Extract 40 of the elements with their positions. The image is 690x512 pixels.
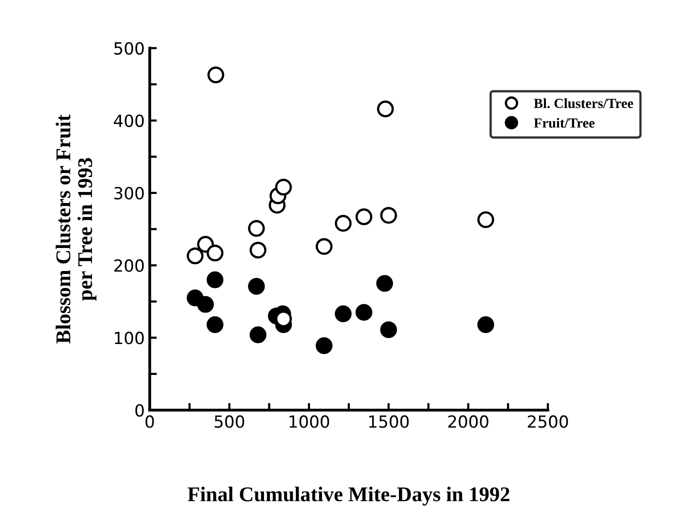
- legend-label: Bl. Clusters/Tree: [534, 98, 634, 108]
- point: [316, 337, 333, 354]
- y-tick-label: 100: [114, 332, 144, 344]
- point: [316, 238, 333, 255]
- point: [275, 310, 292, 328]
- point: [477, 211, 494, 228]
- y-tick-label: 200: [114, 259, 144, 272]
- point: [206, 244, 224, 262]
- point: [380, 321, 397, 338]
- x-tick-label: 1000: [290, 415, 330, 428]
- point: [206, 316, 224, 334]
- point: [207, 66, 224, 84]
- y-tick-label: 500: [114, 42, 144, 55]
- point: [477, 316, 494, 334]
- point: [376, 275, 394, 292]
- point: [250, 242, 266, 259]
- point: [250, 326, 266, 344]
- point: [248, 220, 265, 237]
- point: [275, 178, 292, 196]
- point: [356, 208, 372, 226]
- point: [197, 296, 214, 313]
- x-tick-label: 1500: [369, 415, 409, 428]
- point: [380, 206, 397, 224]
- point: [206, 271, 224, 288]
- x-tick-label: 500: [214, 415, 244, 428]
- point: [186, 248, 204, 264]
- point: [356, 304, 372, 321]
- x-tick-label: 2000: [448, 415, 488, 428]
- y-tick-label: 400: [114, 114, 144, 128]
- point: [377, 100, 394, 118]
- x-tick-label: 2500: [528, 415, 568, 428]
- point: [334, 305, 352, 322]
- legend-label: Fruit/Tree: [534, 118, 595, 128]
- y-axis-title: Blossom Clusters or Fruit per Tree in 1993: [56, 114, 96, 344]
- x-axis-title: Final Cumulative Mite-Days in 1992: [188, 486, 510, 506]
- y-tick-label: 0: [135, 404, 144, 417]
- x-tick-label: 0: [146, 415, 154, 428]
- point: [248, 278, 265, 295]
- y-tick-label: 300: [114, 186, 144, 200]
- point: [334, 214, 352, 232]
